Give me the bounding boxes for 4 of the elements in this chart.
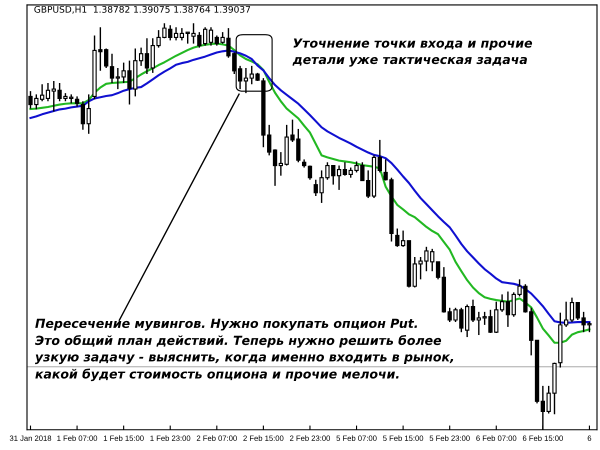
candlestick — [308, 164, 312, 180]
annotation: Пересечение мувингов. Нужно покупать опцион Put. Это общий план действий. Теперь нужно решить более узкую задачу - выяснить, когда именно входить в рынок, какой будет стоимость опциона и прочие мелочи. — [34, 318, 454, 382]
annotation: Уточнение точки входа и прочие детали уже тактическая задача — [292, 38, 532, 67]
chart-title: GBPUSD,H1 1.38782 1.39075 1.38764 1.39037 — [34, 6, 250, 14]
